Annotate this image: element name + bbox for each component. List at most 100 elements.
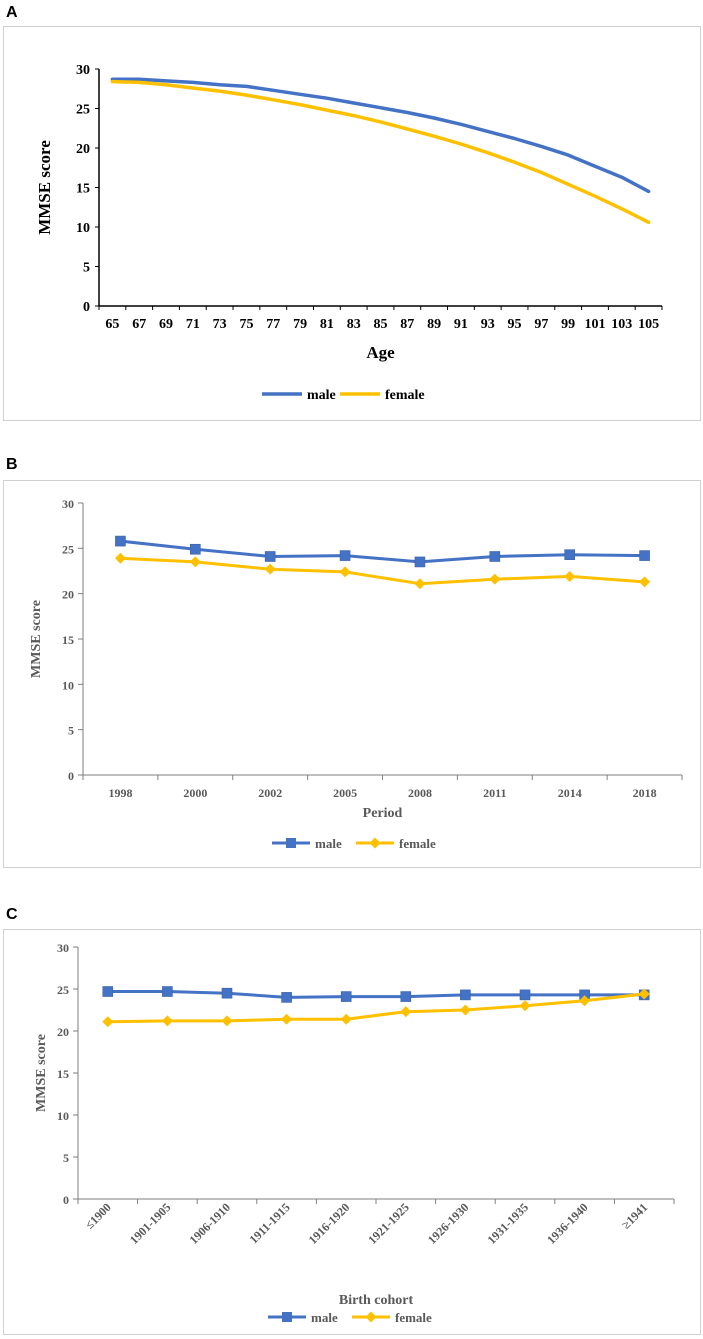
chart-a-x-tick-label: 87 <box>400 317 414 332</box>
chart-c-point-female <box>638 988 650 1000</box>
chart-b-series-male-line <box>118 539 647 564</box>
chart-a-x-tick-label: 77 <box>266 317 280 332</box>
chart-a-series-female-line <box>110 79 651 225</box>
chart-b-point-male <box>264 551 276 562</box>
chart-a-x-tick-label: 83 <box>347 317 361 332</box>
chart-c-x-tick-label: 1911-1915 <box>247 1200 293 1246</box>
chart-c-y-axis-label: MMSE score <box>34 1034 49 1112</box>
chart-c-point-female <box>281 1013 293 1025</box>
chart-b-point-male <box>564 549 575 560</box>
chart-a-x-axis-label: Age <box>366 343 395 362</box>
chart-a-y-tick-label: 5 <box>83 261 90 276</box>
chart-c-x-tick-label: 1931-1935 <box>484 1200 531 1247</box>
chart-a-x-tick-label: 67 <box>132 317 146 332</box>
chart-a-x-tick-label: 95 <box>508 317 522 332</box>
chart-a-x-tick-label: 89 <box>427 317 441 332</box>
chart-c-y-tick-label: 5 <box>63 1151 69 1165</box>
chart-b-x-axis-label: Period <box>363 806 403 821</box>
chart-b-point-male <box>115 535 126 547</box>
chart-b-y-tick-label: 5 <box>68 724 74 738</box>
chart-b-point-female <box>189 556 201 568</box>
chart-c-x-tick-label: ≥1941 <box>619 1200 651 1232</box>
chart-c-y-tick-label: 0 <box>63 1193 69 1207</box>
chart-b-point-male <box>489 551 501 562</box>
chart-c-point-female <box>579 995 591 1007</box>
chart-c-point-female <box>459 1004 471 1016</box>
chart-b-point-male <box>190 543 201 555</box>
chart-b-x-tick-label: 2018 <box>633 786 657 800</box>
chart-a-x-tick-label: 99 <box>561 317 575 332</box>
chart-a-x-tick-label: 93 <box>481 317 495 332</box>
chart-c-y-tick-label: 25 <box>57 983 69 997</box>
chart-c-x-tick-label: 1936-1940 <box>544 1200 591 1247</box>
chart-b-x-tick-label: 2002 <box>258 786 282 800</box>
chart-a-x-tick-label: 103 <box>611 317 632 332</box>
chart-a-x-tick-label: 75 <box>239 317 253 332</box>
chart-c-y-tick-label: 30 <box>57 941 69 955</box>
chart-b-legend-female-label: female <box>399 836 436 851</box>
chart-a-y-tick-label: 15 <box>76 182 90 197</box>
chart-c-x-axis-label: Birth cohort <box>339 1293 414 1308</box>
chart-c-legend-male-label: male <box>311 1310 338 1325</box>
chart-a-legend-male-label: male <box>307 388 336 403</box>
chart-b-y-tick-label: 0 <box>68 769 74 783</box>
chart-b-point-female <box>414 578 426 590</box>
chart-c-y-tick-label: 10 <box>57 1109 69 1123</box>
chart-c-x-tick-label: 1926-1930 <box>425 1200 472 1247</box>
chart-c-point-female <box>102 1016 114 1028</box>
chart-a-legend-female-label: female <box>385 388 425 403</box>
chart-c-y-tick-label: 20 <box>57 1025 69 1039</box>
chart-b-point-female <box>564 570 576 582</box>
chart-b-x-tick-label: 2000 <box>183 786 207 800</box>
chart-b-point-male <box>414 556 426 568</box>
chart-c-point-male <box>400 991 412 1002</box>
chart-a-y-tick-label: 30 <box>76 63 90 78</box>
chart-c-point-female <box>340 1013 352 1025</box>
chart-c-legend-female-label: female <box>395 1310 432 1325</box>
chart-c-y-tick-label: 15 <box>57 1067 69 1081</box>
chart-c-x-tick-label: 1916-1920 <box>306 1200 353 1247</box>
chart-c-x-tick-label: 1921-1925 <box>365 1200 412 1247</box>
chart-c-point-female <box>221 1015 233 1027</box>
chart-b-point-male <box>339 550 351 561</box>
chart-b-legend-male-marker <box>286 838 296 848</box>
panel-label-b: B <box>6 456 18 473</box>
chart-c-point-male <box>102 986 114 997</box>
chart-c-series-male-line <box>106 990 646 999</box>
chart-c-point-male <box>162 986 173 997</box>
chart-a-x-tick-label: 73 <box>213 317 227 332</box>
chart-c-point-male <box>221 987 233 999</box>
chart-c-point-male <box>519 989 531 1001</box>
chart-c-x-tick-label: ≤1900 <box>82 1200 114 1232</box>
chart-b-point-female <box>114 552 126 564</box>
chart-a-y-tick-label: 10 <box>76 221 90 236</box>
chart-b-legend-female-marker <box>369 837 381 849</box>
chart-c-x-tick-label: 1906-1910 <box>186 1200 233 1247</box>
chart-b-x-tick-label: 2011 <box>483 786 506 800</box>
chart-a-x-tick-label: 65 <box>105 317 119 332</box>
chart-c-series-female-line <box>106 992 646 1024</box>
chart-c-point-male <box>281 992 292 1003</box>
chart-b-y-axis-label: MMSE score <box>29 600 44 678</box>
chart-c-x-tick-label: 1901-1905 <box>127 1200 174 1247</box>
chart-b-y-tick-label: 10 <box>62 678 74 692</box>
chart-b-x-tick-label: 2008 <box>408 786 432 800</box>
chart-a-x-tick-label: 69 <box>159 317 173 332</box>
panel-label-c: C <box>6 906 18 923</box>
chart-a-x-tick-label: 85 <box>374 317 388 332</box>
chart-c-legend-female-marker <box>365 1311 377 1323</box>
chart-a-x-tick-label: 81 <box>320 317 334 332</box>
chart-c-point-female <box>519 1000 531 1012</box>
chart-b-y-tick-label: 25 <box>62 542 74 556</box>
panel-a <box>3 26 701 421</box>
chart-a-y-tick-label: 0 <box>83 300 90 315</box>
chart-b-legend-male-label: male <box>315 836 342 851</box>
chart-b-point-female <box>489 573 501 585</box>
chart-a-y-tick-label: 20 <box>76 142 90 157</box>
chart-b-x-tick-label: 2014 <box>558 786 582 800</box>
chart-c-point-male <box>460 989 471 1001</box>
chart-b-point-female <box>339 566 351 578</box>
chart-b-y-tick-label: 30 <box>62 497 74 511</box>
chart-b-x-tick-label: 2005 <box>333 786 357 800</box>
